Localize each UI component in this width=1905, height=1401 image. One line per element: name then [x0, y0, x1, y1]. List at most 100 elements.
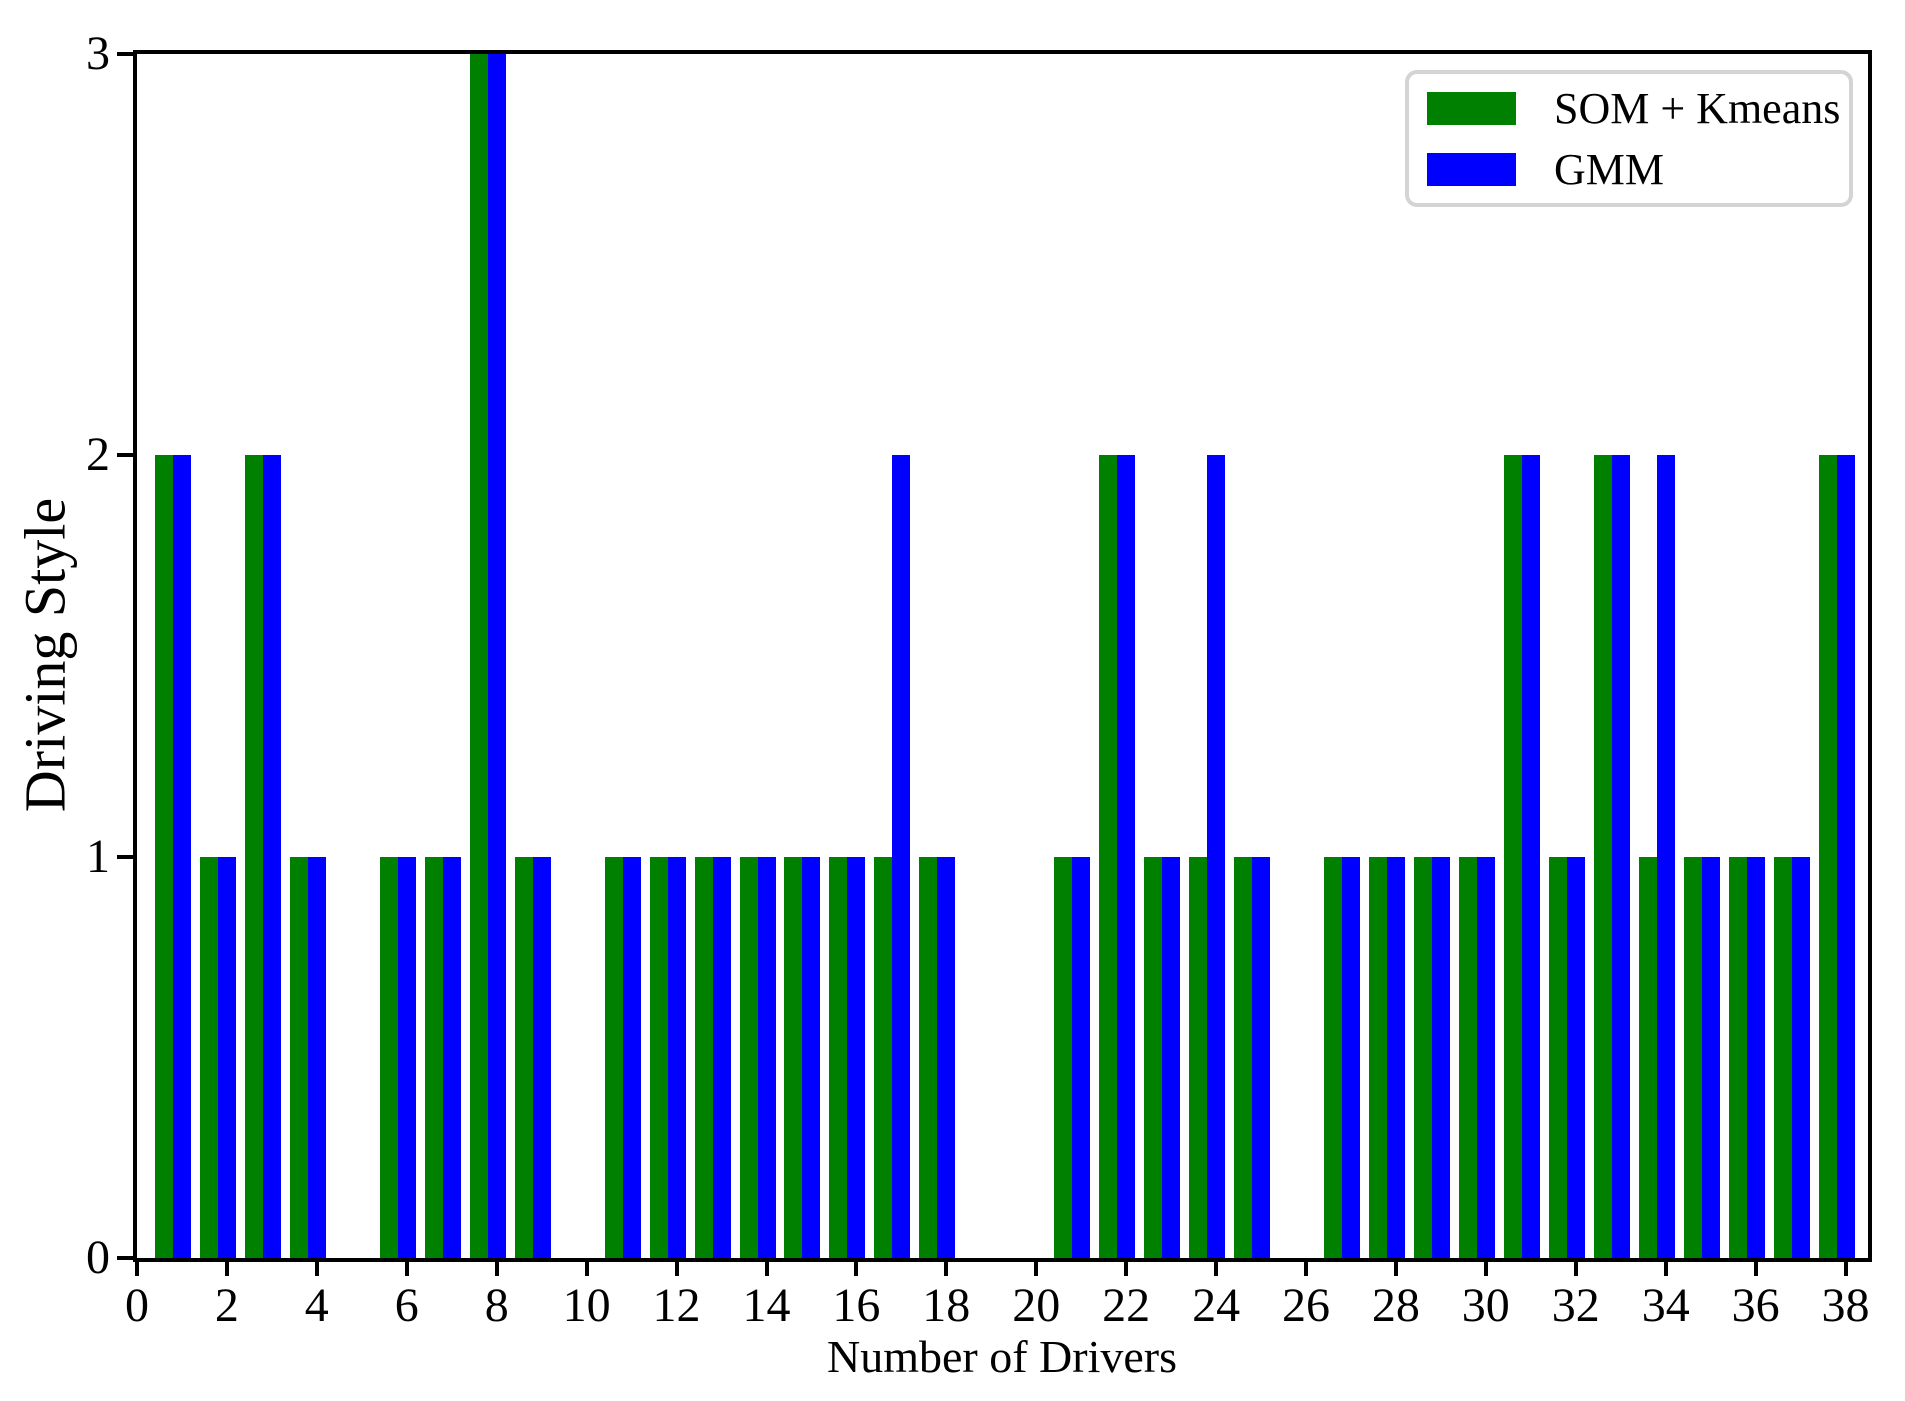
bar-gmm-driver-32	[1566, 856, 1585, 1258]
bar-gmm-driver-9	[532, 856, 551, 1258]
bar-gmm-driver-22	[1117, 455, 1136, 1258]
bar-som-kmeans-driver-8	[469, 54, 488, 1258]
x-tick-mark	[944, 1262, 949, 1276]
y-tick-mark	[117, 1256, 133, 1260]
x-tick-label: 36	[1731, 1279, 1780, 1332]
y-axis-label: Driving Style	[12, 497, 78, 813]
x-tick-label: 38	[1821, 1279, 1870, 1332]
x-tick-mark	[1034, 1262, 1039, 1276]
bar-som-kmeans-driver-24	[1189, 856, 1208, 1258]
x-tick-label: 16	[832, 1279, 881, 1332]
bar-som-kmeans-driver-7	[424, 856, 443, 1258]
x-tick-mark	[1753, 1262, 1758, 1276]
x-tick-label: 30	[1461, 1279, 1510, 1332]
bar-som-kmeans-driver-36	[1728, 856, 1747, 1258]
bar-gmm-driver-2	[217, 856, 236, 1258]
bar-gmm-driver-33	[1611, 455, 1630, 1258]
bar-som-kmeans-driver-21	[1054, 856, 1073, 1258]
x-tick-label: 4	[304, 1279, 329, 1332]
bar-som-kmeans-driver-27	[1324, 856, 1342, 1258]
x-tick-mark	[135, 1262, 139, 1276]
bar-gmm-driver-29	[1431, 856, 1450, 1258]
bar-gmm-driver-13	[712, 856, 731, 1258]
bar-gmm-driver-24	[1207, 455, 1226, 1258]
bar-som-kmeans-driver-28	[1368, 856, 1387, 1258]
bar-som-kmeans-driver-14	[739, 856, 758, 1258]
bar-gmm-driver-11	[622, 856, 641, 1258]
x-tick-mark	[494, 1262, 499, 1276]
x-tick-mark	[1573, 1262, 1578, 1276]
x-tick-label: 12	[652, 1279, 701, 1332]
x-tick-mark	[584, 1262, 589, 1276]
x-tick-label: 10	[562, 1279, 611, 1332]
bar-gmm-driver-21	[1072, 856, 1091, 1258]
bar-gmm-driver-38	[1836, 455, 1855, 1258]
legend-label: SOM + Kmeans	[1554, 83, 1841, 133]
bar-gmm-driver-34	[1656, 455, 1675, 1258]
y-tick-mark	[117, 52, 133, 56]
bar-gmm-driver-23	[1162, 856, 1181, 1258]
bar-gmm-driver-35	[1701, 856, 1720, 1258]
x-tick-label: 34	[1641, 1279, 1690, 1332]
bar-som-kmeans-driver-30	[1458, 856, 1477, 1258]
bar-som-kmeans-driver-23	[1144, 856, 1163, 1258]
bar-gmm-driver-7	[442, 856, 461, 1258]
y-tick-mark	[117, 453, 133, 458]
bar-gmm-driver-37	[1791, 856, 1810, 1258]
bar-som-kmeans-driver-15	[784, 856, 803, 1258]
x-tick-mark	[1124, 1262, 1129, 1276]
x-tick-mark	[674, 1262, 679, 1276]
legend-swatch-gmm	[1427, 153, 1516, 186]
bar-som-kmeans-driver-1	[155, 455, 173, 1258]
plot-area	[133, 50, 1872, 1262]
x-tick-label: 14	[742, 1279, 791, 1332]
bar-som-kmeans-driver-22	[1099, 455, 1118, 1258]
bar-som-kmeans-driver-38	[1818, 455, 1837, 1258]
bar-gmm-driver-30	[1476, 856, 1495, 1258]
x-axis-label: Number of Drivers	[826, 1331, 1178, 1382]
bar-som-kmeans-driver-33	[1593, 455, 1612, 1258]
x-tick-mark	[1483, 1262, 1488, 1276]
bar-gmm-driver-28	[1386, 856, 1405, 1258]
bar-som-kmeans-driver-35	[1683, 856, 1702, 1258]
x-tick-mark	[314, 1262, 319, 1276]
bar-gmm-driver-25	[1252, 856, 1270, 1258]
x-tick-label: 32	[1551, 1279, 1600, 1332]
bar-som-kmeans-driver-29	[1413, 856, 1432, 1258]
bar-som-kmeans-driver-2	[199, 856, 218, 1258]
bars-layer	[137, 54, 1868, 1258]
x-tick-label: 6	[394, 1279, 419, 1332]
bar-gmm-driver-18	[937, 856, 956, 1258]
x-tick-mark	[1663, 1262, 1668, 1276]
x-tick-mark	[1843, 1262, 1848, 1276]
bar-gmm-driver-27	[1342, 856, 1360, 1258]
bar-som-kmeans-driver-37	[1773, 856, 1792, 1258]
x-tick-mark	[404, 1262, 409, 1276]
y-tick-label: 1	[86, 829, 110, 883]
x-tick-mark	[854, 1262, 859, 1276]
y-tick-label: 0	[86, 1231, 110, 1284]
bar-gmm-driver-14	[757, 856, 776, 1258]
bar-gmm-driver-1	[173, 455, 191, 1258]
x-tick-label: 18	[922, 1279, 971, 1332]
y-tick-label: 3	[86, 27, 110, 80]
bar-som-kmeans-driver-32	[1548, 856, 1567, 1258]
bar-gmm-driver-15	[802, 856, 821, 1258]
bar-gmm-driver-17	[892, 455, 911, 1258]
bar-gmm-driver-36	[1746, 856, 1765, 1258]
x-tick-label: 24	[1192, 1279, 1241, 1332]
y-tick-label: 2	[86, 428, 110, 482]
x-tick-mark	[764, 1262, 769, 1276]
x-tick-mark	[1304, 1262, 1308, 1276]
legend-entry-gmm: GMM	[1427, 147, 1839, 191]
bar-som-kmeans-driver-34	[1638, 856, 1657, 1258]
y-tick-mark	[117, 854, 133, 859]
bar-som-kmeans-driver-9	[514, 856, 533, 1258]
bar-gmm-driver-3	[262, 455, 281, 1258]
x-tick-label: 22	[1102, 1279, 1151, 1332]
bar-som-kmeans-driver-31	[1503, 455, 1522, 1258]
legend-entry-som-kmeans: SOM + Kmeans	[1427, 86, 1840, 130]
legend-swatch-som-kmeans	[1427, 92, 1516, 125]
x-tick-label: 28	[1371, 1279, 1420, 1332]
